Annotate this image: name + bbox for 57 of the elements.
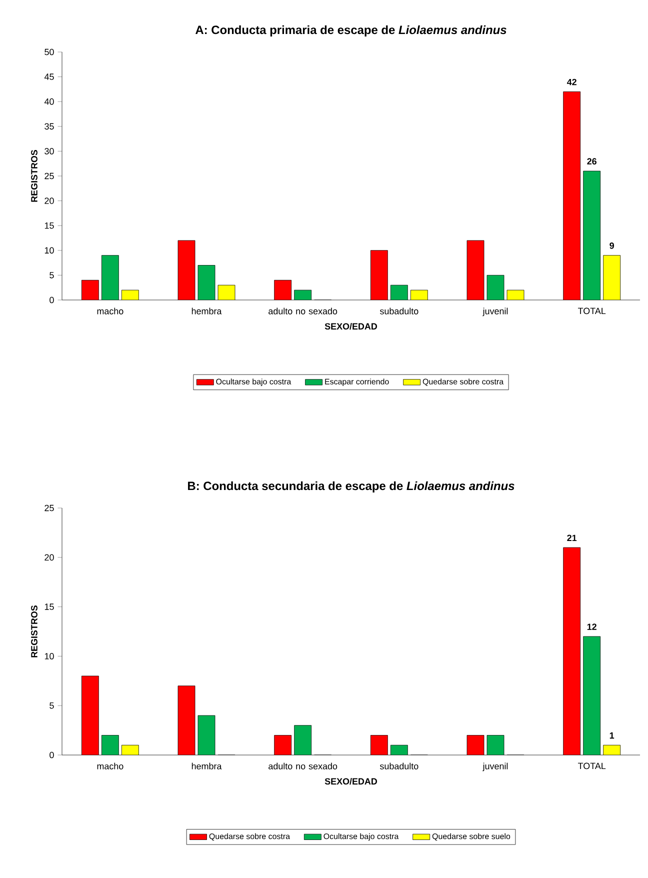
x-axis-title: SEXO/EDAD (324, 778, 378, 785)
bar (102, 255, 119, 300)
x-tick-label: adulto no sexado (268, 762, 338, 770)
y-tick-label: 5 (50, 272, 54, 278)
x-tick-label: TOTAL (578, 308, 606, 314)
data-label: 42 (566, 78, 576, 86)
bar (198, 265, 215, 300)
y-tick-label: 20 (44, 198, 54, 204)
y-tick-label: 30 (44, 148, 54, 154)
x-tick-label: hembra (192, 308, 222, 314)
x-tick-label: hembra (192, 762, 222, 770)
data-label: 26 (587, 158, 596, 165)
x-tick-label: subadulto (380, 308, 418, 314)
x-tick-label: macho (97, 762, 124, 770)
y-tick-label: 0 (50, 296, 54, 304)
y-tick-label: 50 (44, 48, 54, 56)
y-tick-label: 10 (44, 653, 54, 660)
x-tick-label: subadulto (380, 762, 418, 770)
bar (274, 735, 292, 755)
bar (178, 686, 195, 755)
y-tick-label: 25 (44, 172, 54, 180)
y-tick-label: 15 (44, 604, 54, 610)
bar (294, 725, 312, 755)
bar (102, 735, 119, 755)
bar (198, 715, 215, 755)
y-tick-label: 10 (44, 247, 54, 254)
y-tick-label: 25 (44, 504, 54, 512)
bar (487, 275, 504, 300)
x-tick-label: juvenil (482, 762, 508, 772)
chart-title: B: Conducta secundaria de escape de Liolaemus andinus (188, 481, 514, 493)
y-tick-label: 35 (44, 123, 54, 130)
x-tick-label: macho (97, 308, 124, 314)
data-label: 12 (587, 624, 596, 630)
bar (487, 735, 504, 755)
bar (467, 735, 484, 755)
y-tick-label: 5 (50, 702, 54, 709)
bar (563, 547, 581, 755)
y-tick-label: 0 (50, 752, 54, 758)
y-tick-label: 40 (44, 98, 54, 105)
bar (82, 676, 99, 755)
y-axis-title: REGISTROS (31, 605, 38, 658)
y-axis-title: REGISTROS (31, 150, 38, 202)
x-axis-title: SEXO/EDAD (324, 322, 378, 330)
data-label: 1 (610, 732, 614, 739)
bar (583, 636, 601, 755)
y-tick-label: 15 (44, 222, 54, 229)
bar (390, 285, 408, 300)
x-tick-label: TOTAL (578, 762, 606, 770)
chart-title: A: Conducta primaria de escape de Liolaemus andinus (196, 25, 506, 36)
y-tick-label: 45 (44, 74, 54, 80)
y-tick-label: 20 (44, 554, 54, 561)
bar (370, 735, 388, 755)
x-tick-label: adulto no sexado (268, 308, 338, 314)
bar (583, 170, 601, 300)
x-tick-label: juvenil (482, 308, 508, 316)
data-label: 21 (567, 534, 577, 541)
data-label: 9 (610, 242, 614, 249)
